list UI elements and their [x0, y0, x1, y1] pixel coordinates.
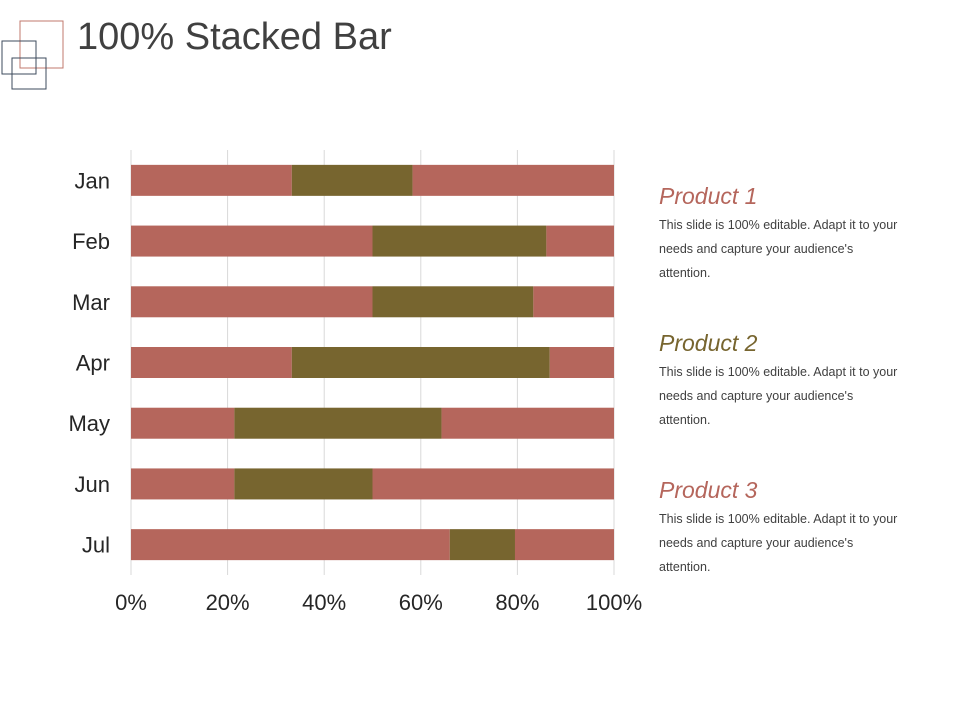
legend-title: Product 3: [659, 477, 758, 503]
bar-segment: [533, 286, 614, 318]
page-title: 100% Stacked Bar: [77, 16, 392, 58]
logo-square-outline-3: [11, 57, 47, 90]
category-label: Jan: [75, 168, 110, 193]
category-label: Jul: [82, 533, 110, 558]
bar-segment: [549, 347, 614, 378]
legend-description: This slide is 100% editable. Adapt it to…: [659, 365, 898, 427]
legend-description: This slide is 100% editable. Adapt it to…: [659, 218, 898, 280]
bar-segment: [372, 468, 614, 500]
category-label: Mar: [72, 290, 110, 315]
category-label: Feb: [72, 229, 110, 254]
bar-segment: [514, 529, 614, 561]
logo-squares-icon: [1, 20, 64, 90]
bar-segment: [291, 347, 550, 378]
bar-segment: [131, 225, 373, 257]
legend-description: This slide is 100% editable. Adapt it to…: [659, 512, 898, 574]
bar-segment: [372, 286, 534, 318]
legend-title: Product 2: [659, 330, 758, 356]
x-tick-label: 20%: [206, 590, 250, 615]
x-tick-label: 40%: [302, 590, 346, 615]
x-tick-label: 100%: [586, 590, 642, 615]
bar-segment: [291, 164, 413, 196]
category-label: Apr: [76, 351, 110, 376]
bar-segment: [412, 164, 614, 196]
logo-square-outline-1: [19, 20, 64, 69]
bar-segment: [131, 347, 292, 378]
x-tick-label: 0%: [115, 590, 147, 615]
bar-segment: [131, 286, 373, 318]
bar-segment: [131, 468, 235, 500]
bar-segment: [131, 407, 235, 439]
legend-title: Product 1: [659, 183, 758, 209]
x-tick-label: 80%: [495, 590, 539, 615]
chart-bars: [131, 164, 614, 561]
category-label: May: [68, 411, 110, 436]
bar-segment: [131, 164, 292, 196]
chart-labels: 0% 20% 40% 60% 80% 100% Jan Feb Mar Apr May Jun Jul: [68, 168, 642, 615]
bar-segment: [449, 529, 515, 561]
bar-segment: [234, 468, 373, 500]
legend-product-3: Product 3 This slide is 100% editable. A…: [659, 477, 919, 579]
bar-segment: [441, 407, 614, 439]
bar-segment: [131, 529, 450, 561]
legend-product-1: Product 1 This slide is 100% editable. A…: [659, 183, 919, 285]
bar-segment: [372, 225, 547, 257]
x-tick-label: 60%: [399, 590, 443, 615]
bar-segment: [234, 407, 442, 439]
legend-product-2: Product 2 This slide is 100% editable. A…: [659, 330, 919, 432]
bar-segment: [546, 225, 614, 257]
category-label: Jun: [75, 472, 110, 497]
